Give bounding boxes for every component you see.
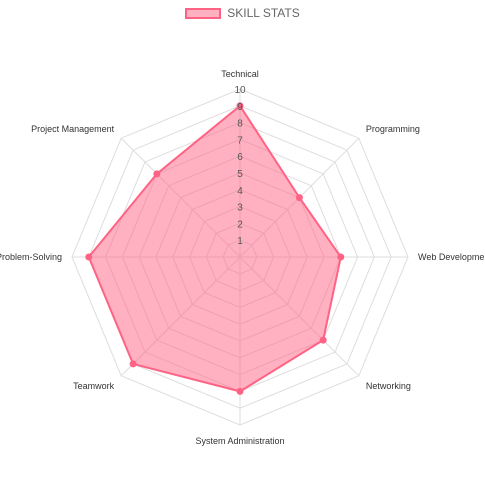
axis-label: Project Management: [31, 124, 115, 134]
radar-axis-labels: Technical Programming Web Development Netwo…: [0, 69, 485, 446]
axis-label: System Administration: [195, 436, 284, 446]
axis-label: Programming: [366, 124, 420, 134]
tick-label: 5: [237, 169, 243, 180]
radar-series: [85, 102, 345, 395]
axis-label: Teamwork: [73, 381, 115, 391]
tick-label: 4: [237, 186, 243, 197]
axis-label: Web Development: [418, 252, 485, 262]
data-point[interactable]: [153, 170, 161, 178]
data-point[interactable]: [236, 387, 244, 395]
tick-label: 3: [237, 203, 243, 214]
data-point[interactable]: [85, 253, 93, 261]
tick-label: 2: [237, 219, 243, 230]
tick-label: 9: [237, 102, 243, 113]
axis-label: Networking: [366, 381, 411, 391]
tick-label: 10: [234, 85, 246, 96]
legend-swatch: [185, 7, 222, 19]
data-point[interactable]: [236, 102, 244, 110]
legend-label: SKILL STATS: [227, 6, 300, 20]
tick-label: 8: [237, 119, 243, 130]
axis-label: Problem-Solving: [0, 252, 62, 262]
data-point[interactable]: [319, 336, 327, 344]
data-point[interactable]: [129, 360, 137, 368]
data-point[interactable]: [337, 253, 345, 261]
chart-legend[interactable]: SKILL STATS: [0, 6, 485, 20]
tick-label: 6: [237, 152, 243, 163]
axis-label: Technical: [221, 69, 259, 79]
tick-label: 1: [237, 236, 243, 247]
tick-label: 7: [237, 135, 243, 146]
data-point[interactable]: [295, 194, 303, 202]
radar-tick-labels: 1 2 3 4 5 6 7 8 9 10: [234, 85, 246, 247]
